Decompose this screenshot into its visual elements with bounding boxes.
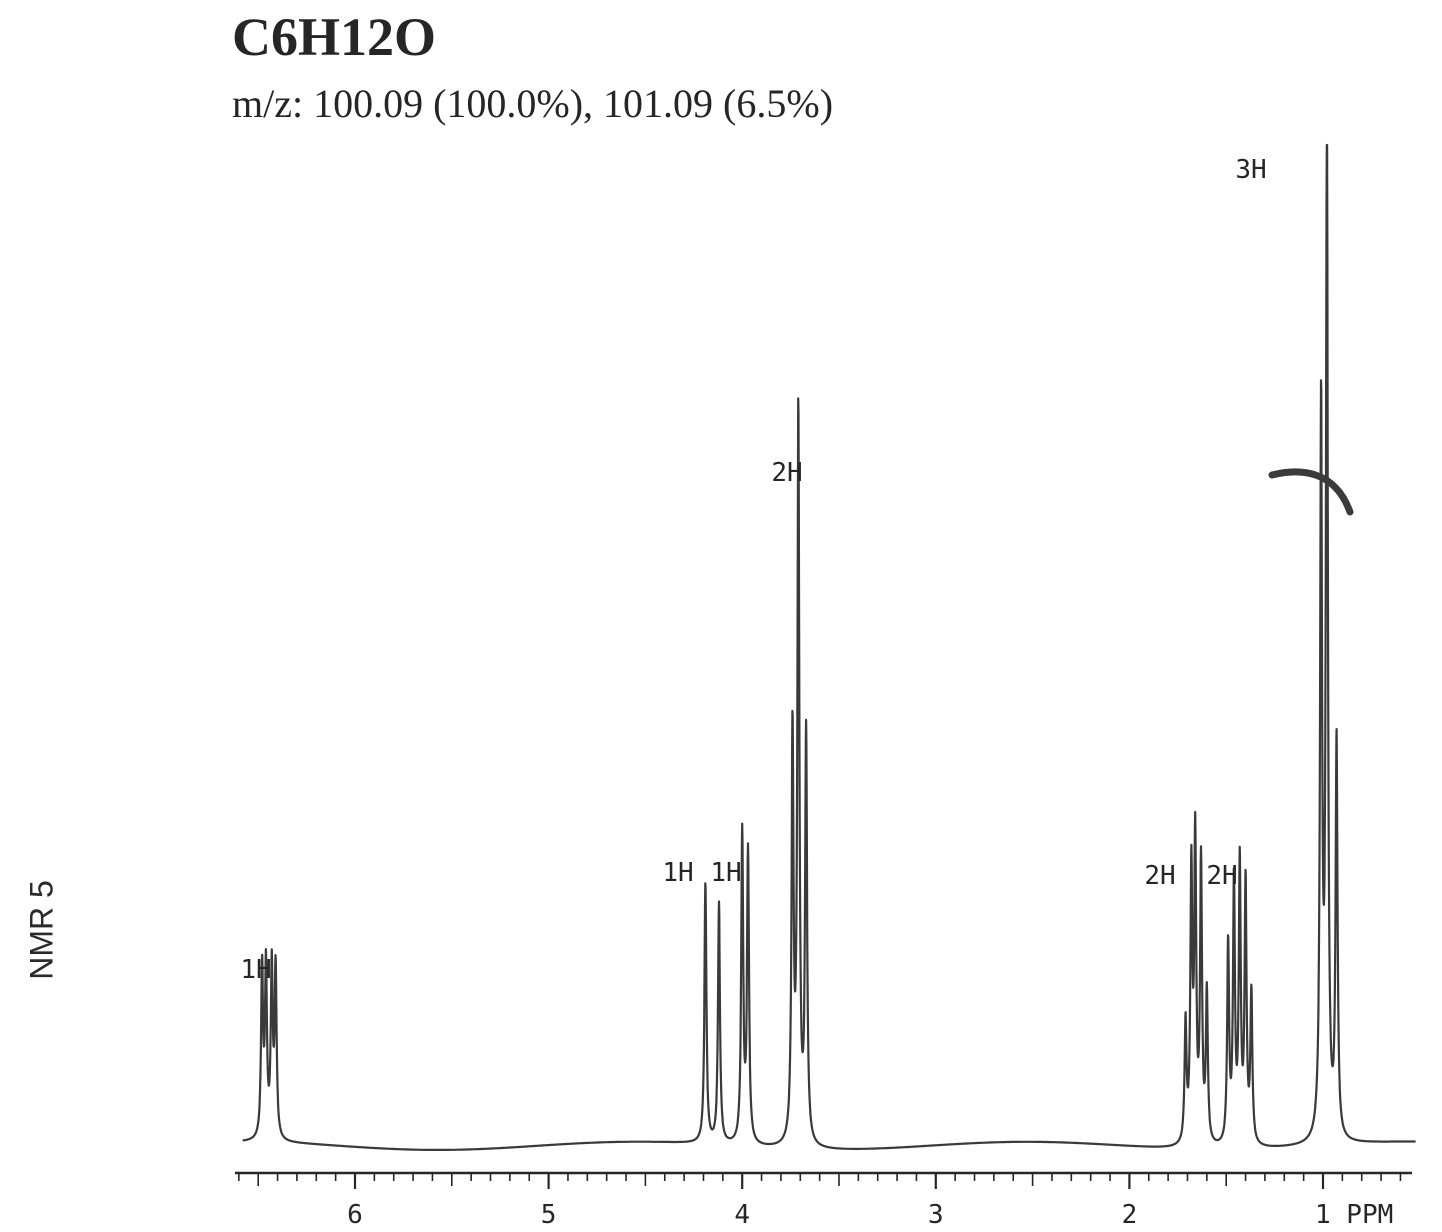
molecular-formula: C6H12O bbox=[232, 7, 437, 67]
x-tick-label: 3 bbox=[928, 1200, 944, 1230]
integration-label: 1H bbox=[662, 858, 693, 888]
integration-curl bbox=[1268, 468, 1354, 516]
mass-spec-line: m/z: 100.09 (100.0%), 101.09 (6.5%) bbox=[232, 81, 834, 126]
integration-label: 2H bbox=[1206, 861, 1237, 891]
x-tick-label: 1 PPM bbox=[1315, 1200, 1393, 1230]
x-tick-label: 5 bbox=[541, 1200, 557, 1230]
x-tick-label: 6 bbox=[347, 1200, 363, 1230]
integration-label: 3H bbox=[1235, 155, 1266, 185]
integration-label: 1H bbox=[710, 858, 741, 888]
integration-label: 1H bbox=[240, 955, 271, 985]
spectrum-trace bbox=[241, 143, 1417, 1151]
integration-label: 2H bbox=[1144, 861, 1175, 891]
x-tick-label: 2 bbox=[1122, 1200, 1138, 1230]
x-tick-label: 4 bbox=[734, 1200, 750, 1230]
integration-label: 2H bbox=[771, 458, 802, 488]
